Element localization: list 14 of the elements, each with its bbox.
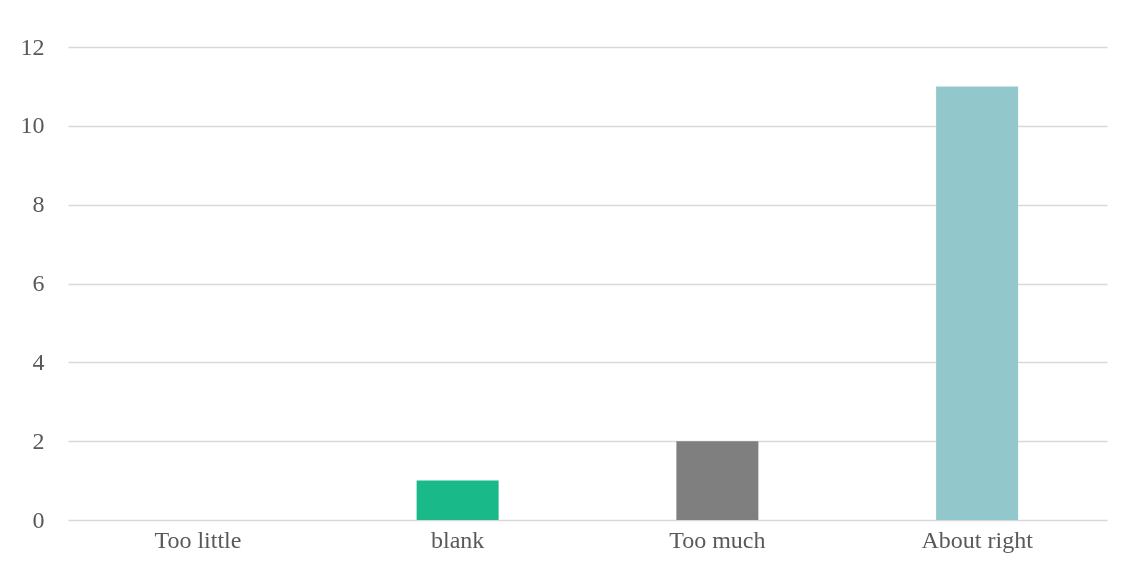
y-tick-label: 12 [20,33,45,60]
y-tick-label: 0 [32,506,45,533]
x-tick-label: blank [430,526,485,553]
bar [936,86,1019,520]
bar [416,480,499,520]
x-tick-label: About right [921,526,1034,553]
y-tick-label: 6 [32,270,45,296]
bar [676,441,759,520]
x-tick-label: Too much [669,526,766,553]
y-tick-label: 4 [32,348,45,375]
y-tick-label: 8 [32,191,45,218]
y-tick-label: 2 [32,427,45,454]
y-tick-label: 10 [20,112,45,139]
x-tick-label: Too little [154,526,242,553]
